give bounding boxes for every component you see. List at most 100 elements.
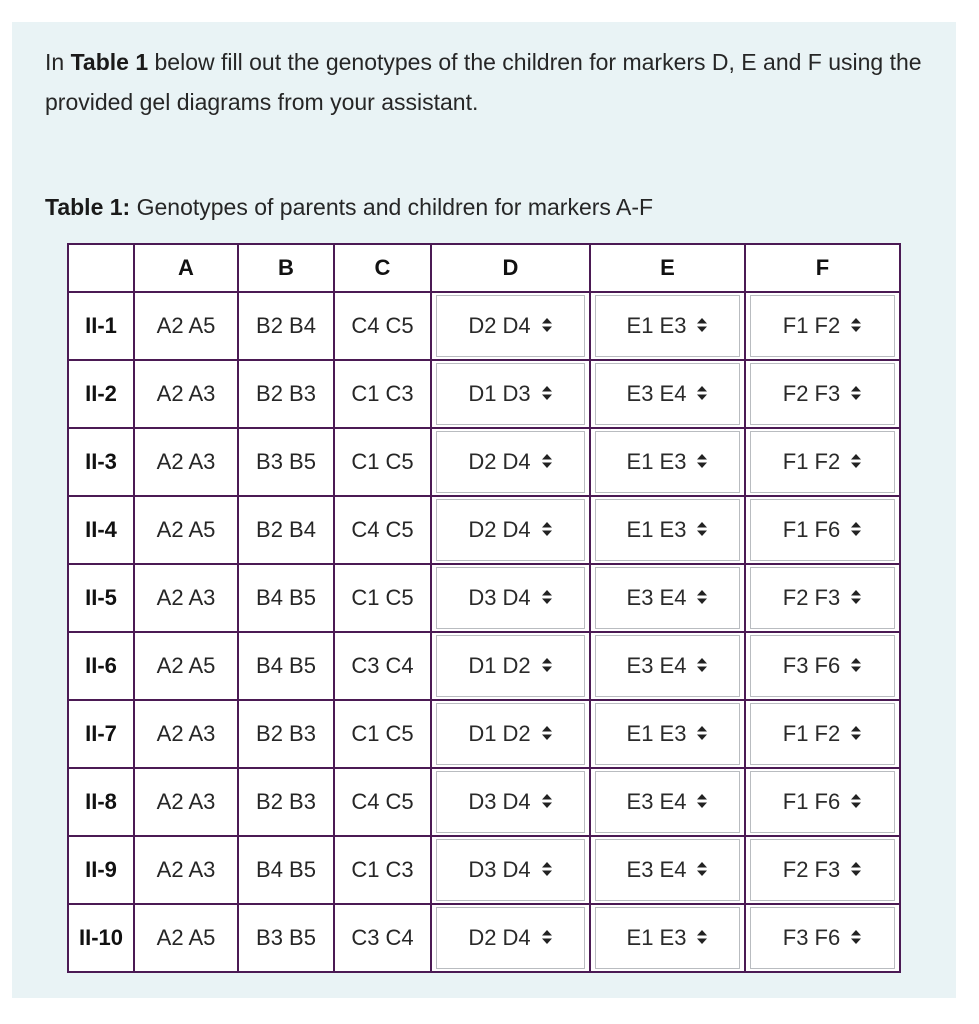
genotype-select-e[interactable]: E1 E3 — [595, 907, 740, 969]
up-down-caret-icon — [850, 317, 862, 335]
genotype-cell-a: A2 A5 — [133, 495, 239, 565]
genotype-select-d[interactable]: D1 D3 — [436, 363, 585, 425]
genotype-select-e[interactable]: E3 E4 — [595, 839, 740, 901]
up-down-caret-icon — [850, 521, 862, 539]
table-row: II-6 A2 A5 B4 B5 C3 C4 D1 D2 E3 E4 F3 F6 — [67, 631, 901, 701]
table-row: II-2 A2 A3 B2 B3 C1 C3 D1 D3 E3 E4 F2 F3 — [67, 359, 901, 429]
intro-bold: Table 1 — [70, 49, 149, 75]
header-marker-e: E — [589, 243, 746, 293]
genotype-select-cell-f: F1 F6 — [744, 767, 901, 837]
genotype-select-e[interactable]: E3 E4 — [595, 635, 740, 697]
genotype-select-e[interactable]: E3 E4 — [595, 771, 740, 833]
row-label: II-8 — [67, 767, 135, 837]
genotype-select-cell-f: F1 F6 — [744, 495, 901, 565]
question-panel: In Table 1 below fill out the genotypes … — [12, 22, 956, 998]
genotype-select-cell-f: F3 F6 — [744, 631, 901, 701]
genotype-select-cell-d: D3 D4 — [430, 767, 591, 837]
row-label: II-3 — [67, 427, 135, 497]
genotype-select-cell-d: D3 D4 — [430, 563, 591, 633]
genotype-select-f[interactable]: F1 F6 — [750, 771, 895, 833]
genotype-select-e[interactable]: E1 E3 — [595, 431, 740, 493]
row-label: II-7 — [67, 699, 135, 769]
genotype-select-d[interactable]: D3 D4 — [436, 839, 585, 901]
caption-label: Table 1: — [45, 194, 131, 220]
genotype-cell-a: A2 A5 — [133, 291, 239, 361]
genotype-select-cell-d: D1 D3 — [430, 359, 591, 429]
genotype-select-cell-d: D3 D4 — [430, 835, 591, 905]
up-down-caret-icon — [541, 861, 553, 879]
genotype-select-cell-d: D2 D4 — [430, 495, 591, 565]
genotype-select-d[interactable]: D3 D4 — [436, 771, 585, 833]
genotype-select-f[interactable]: F2 F3 — [750, 839, 895, 901]
select-value: F3 F6 — [782, 925, 841, 950]
genotype-cell-c: C3 C4 — [333, 631, 432, 701]
select-value: E1 E3 — [626, 517, 687, 542]
row-label: II-2 — [67, 359, 135, 429]
genotype-cell-a: A2 A3 — [133, 767, 239, 837]
intro-text: In Table 1 below fill out the genotypes … — [45, 42, 925, 122]
select-value: D2 D4 — [468, 925, 531, 950]
genotype-select-cell-f: F1 F2 — [744, 427, 901, 497]
select-value: F1 F2 — [782, 449, 841, 474]
select-value: E1 E3 — [626, 925, 687, 950]
up-down-caret-icon — [850, 589, 862, 607]
row-label: II-4 — [67, 495, 135, 565]
up-down-caret-icon — [541, 521, 553, 539]
genotype-select-f[interactable]: F1 F2 — [750, 295, 895, 357]
genotype-select-f[interactable]: F3 F6 — [750, 907, 895, 969]
genotype-cell-c: C1 C5 — [333, 563, 432, 633]
genotype-select-f[interactable]: F2 F3 — [750, 567, 895, 629]
select-value: F2 F3 — [782, 857, 841, 882]
header-marker-b: B — [237, 243, 335, 293]
up-down-caret-icon — [541, 317, 553, 335]
select-value: E1 E3 — [626, 721, 687, 746]
row-label: II-5 — [67, 563, 135, 633]
select-value: D1 D2 — [468, 653, 531, 678]
genotype-select-d[interactable]: D1 D2 — [436, 635, 585, 697]
up-down-caret-icon — [850, 657, 862, 675]
genotype-select-e[interactable]: E1 E3 — [595, 295, 740, 357]
up-down-caret-icon — [696, 929, 708, 947]
genotype-select-f[interactable]: F1 F6 — [750, 499, 895, 561]
genotype-select-e[interactable]: E1 E3 — [595, 703, 740, 765]
genotype-select-cell-e: E1 E3 — [589, 903, 746, 973]
genotype-select-d[interactable]: D1 D2 — [436, 703, 585, 765]
genotype-select-f[interactable]: F1 F2 — [750, 703, 895, 765]
select-value: D2 D4 — [468, 517, 531, 542]
up-down-caret-icon — [696, 317, 708, 335]
genotype-select-d[interactable]: D2 D4 — [436, 295, 585, 357]
genotype-cell-c: C4 C5 — [333, 291, 432, 361]
up-down-caret-icon — [696, 385, 708, 403]
up-down-caret-icon — [541, 793, 553, 811]
genotype-cell-c: C1 C3 — [333, 835, 432, 905]
up-down-caret-icon — [541, 657, 553, 675]
genotype-select-cell-f: F1 F2 — [744, 699, 901, 769]
genotype-cell-a: A2 A5 — [133, 903, 239, 973]
genotype-select-d[interactable]: D2 D4 — [436, 499, 585, 561]
select-value: D3 D4 — [468, 585, 531, 610]
genotype-select-e[interactable]: E3 E4 — [595, 567, 740, 629]
table-body: II-1 A2 A5 B2 B4 C4 C5 D2 D4 E1 E3 F1 F2 II-2 A2… — [67, 291, 901, 973]
genotype-select-d[interactable]: D3 D4 — [436, 567, 585, 629]
select-value: E3 E4 — [626, 381, 687, 406]
genotype-select-f[interactable]: F2 F3 — [750, 363, 895, 425]
select-value: D1 D2 — [468, 721, 531, 746]
select-value: E3 E4 — [626, 585, 687, 610]
genotype-select-e[interactable]: E3 E4 — [595, 363, 740, 425]
up-down-caret-icon — [696, 453, 708, 471]
genotype-select-e[interactable]: E1 E3 — [595, 499, 740, 561]
genotype-select-f[interactable]: F3 F6 — [750, 635, 895, 697]
genotype-cell-b: B2 B3 — [237, 767, 335, 837]
genotype-cell-a: A2 A3 — [133, 427, 239, 497]
up-down-caret-icon — [541, 929, 553, 947]
genotype-select-cell-d: D2 D4 — [430, 291, 591, 361]
genotype-select-cell-f: F2 F3 — [744, 563, 901, 633]
table-row: II-8 A2 A3 B2 B3 C4 C5 D3 D4 E3 E4 F1 F6 — [67, 767, 901, 837]
row-label: II-6 — [67, 631, 135, 701]
genotype-select-d[interactable]: D2 D4 — [436, 907, 585, 969]
genotype-select-f[interactable]: F1 F2 — [750, 431, 895, 493]
genotype-select-cell-e: E3 E4 — [589, 631, 746, 701]
genotype-select-cell-e: E3 E4 — [589, 359, 746, 429]
genotype-select-d[interactable]: D2 D4 — [436, 431, 585, 493]
